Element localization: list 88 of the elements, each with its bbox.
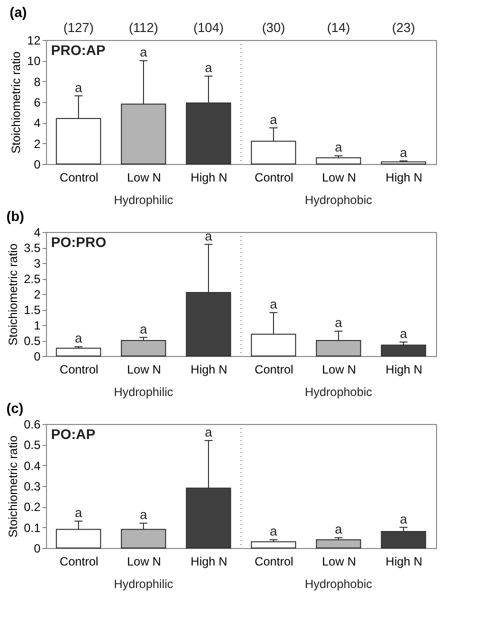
y-tick-label: 4 (34, 226, 41, 240)
x-tick-label: High N (190, 362, 228, 376)
annotation: a (400, 144, 408, 160)
chart-title: (c) (6, 400, 24, 416)
text: (127) (63, 20, 94, 35)
annotation: a (204, 424, 213, 440)
y-tick-label: 0 (34, 350, 41, 364)
bar (120, 340, 166, 356)
x-tick-label: Control (60, 362, 98, 376)
bar (316, 539, 362, 548)
y-axis-title: Stoichiometric ratio (6, 243, 20, 346)
annotation: a (270, 524, 278, 539)
x-tick-label: Low N (322, 170, 356, 184)
x-tick-label: Low N (322, 362, 356, 376)
annotation: a (270, 296, 278, 312)
y-tick-label: 0 (34, 542, 41, 556)
text: Hydrophobic (304, 577, 372, 591)
bar (380, 530, 426, 548)
y-tick-label: 0.3 (24, 480, 41, 494)
annotation: a (140, 321, 148, 336)
y-tick-label: 8 (34, 74, 41, 89)
text: (14) (326, 20, 350, 35)
annotation: a (204, 60, 213, 76)
y-tick-label: 2 (34, 136, 41, 151)
chart-title: (b) (6, 208, 24, 224)
y-tick-label: 0 (34, 158, 41, 172)
chart-subtitle: PRO:AP (51, 42, 106, 58)
text: Hydrophobic (304, 385, 372, 399)
bar (250, 541, 296, 548)
text: (23) (392, 20, 416, 35)
x-tick-label: Control (254, 362, 294, 376)
x-tick-label: Low N (126, 170, 162, 184)
chart-subtitle: PO:AP (51, 426, 96, 442)
y-tick-label: 0.4 (24, 458, 41, 473)
bar (56, 348, 102, 356)
annotation: a (140, 507, 148, 522)
y-tick-label: 2.5 (24, 272, 41, 286)
text: Hydrophobic (304, 193, 372, 207)
y-tick-label: 0.5 (24, 334, 41, 348)
bar (380, 161, 426, 164)
text: (112) (128, 20, 158, 35)
y-tick-label: 2 (34, 288, 41, 302)
y-tick-label: 3.5 (24, 241, 41, 255)
text: Hydrophilic (114, 193, 174, 207)
y-tick-label: 0.5 (24, 438, 41, 452)
y-tick-label: 4 (34, 116, 41, 130)
x-tick-label: Low N (126, 362, 162, 376)
text: Hydrophilic (114, 577, 174, 591)
x-tick-label: Low N (126, 554, 162, 568)
y-tick-label: 1 (34, 318, 41, 332)
y-tick-label: 6 (34, 96, 41, 110)
annotation: a (74, 330, 83, 346)
x-tick-label: Control (60, 554, 98, 568)
x-tick-label: High N (190, 554, 228, 568)
x-tick-label: High N (386, 170, 422, 184)
y-tick-label: 3 (34, 256, 41, 270)
annotation: a (74, 505, 83, 520)
x-tick-label: High N (386, 362, 422, 376)
bar (380, 344, 426, 356)
text: (104) (193, 20, 224, 35)
y-tick-label: 12 (27, 34, 41, 48)
annotation: a (270, 112, 278, 127)
annotation: a (140, 44, 148, 60)
x-tick-label: Control (254, 554, 294, 568)
text: (30) (262, 20, 286, 35)
annotation: a (204, 228, 213, 244)
annotation: a (334, 315, 343, 330)
y-axis-title: Stoichiometric ratio (9, 51, 24, 154)
annotation: a (334, 522, 343, 537)
annotation: a (74, 80, 83, 95)
x-tick-label: Control (60, 170, 98, 184)
text: Hydrophilic (114, 385, 174, 399)
y-tick-label: 0.6 (24, 418, 41, 432)
x-tick-label: Control (254, 170, 294, 184)
y-tick-label: 1.5 (24, 303, 41, 317)
x-tick-label: High N (190, 170, 228, 184)
y-tick-label: 0.2 (24, 500, 41, 514)
annotation: a (400, 326, 408, 342)
annotation: a (400, 511, 408, 526)
y-axis-title: Stoichiometric ratio (6, 435, 20, 538)
bar (316, 157, 362, 164)
chart-subtitle: PO:PRO (51, 234, 106, 250)
chart-title: (a) (10, 4, 27, 20)
x-tick-label: High N (386, 554, 422, 568)
annotation: a (334, 140, 343, 155)
y-tick-label: 10 (27, 54, 41, 68)
y-tick-label: 0.1 (24, 520, 41, 535)
x-tick-label: Low N (322, 554, 356, 568)
